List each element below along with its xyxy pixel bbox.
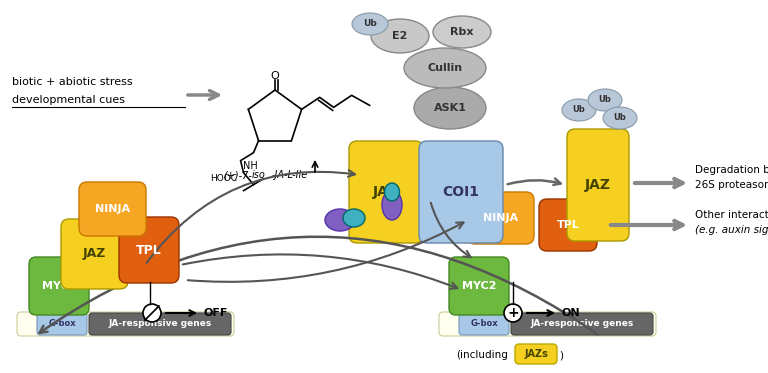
Text: Ub: Ub — [614, 113, 627, 122]
Text: G-box: G-box — [470, 320, 498, 329]
Text: biotic + abiotic stress: biotic + abiotic stress — [12, 77, 133, 87]
Text: NH: NH — [243, 161, 258, 171]
Text: ): ) — [559, 350, 563, 360]
Ellipse shape — [352, 13, 388, 35]
Text: -JA-L-Ile: -JA-L-Ile — [272, 170, 308, 180]
Ellipse shape — [562, 99, 596, 121]
Ellipse shape — [588, 89, 622, 111]
FancyBboxPatch shape — [515, 344, 557, 364]
Text: JA-responsive genes: JA-responsive genes — [531, 320, 634, 329]
Text: +: + — [507, 306, 519, 320]
Text: Other interactions ?: Other interactions ? — [695, 210, 768, 220]
Text: ON: ON — [562, 308, 581, 318]
FancyBboxPatch shape — [459, 313, 509, 335]
Ellipse shape — [343, 209, 365, 227]
Text: HOOC: HOOC — [210, 174, 237, 183]
Text: JAZ: JAZ — [585, 178, 611, 192]
FancyBboxPatch shape — [467, 192, 534, 244]
FancyBboxPatch shape — [567, 129, 629, 241]
FancyBboxPatch shape — [17, 312, 234, 336]
FancyBboxPatch shape — [89, 313, 231, 335]
Text: Ub: Ub — [363, 19, 377, 28]
Text: NINJA: NINJA — [95, 204, 130, 214]
Text: E2: E2 — [392, 31, 408, 41]
Text: Rbx: Rbx — [450, 27, 474, 37]
Text: MYC2: MYC2 — [462, 281, 496, 291]
Text: G-box: G-box — [48, 320, 76, 329]
FancyBboxPatch shape — [37, 313, 87, 335]
FancyBboxPatch shape — [119, 217, 179, 283]
FancyBboxPatch shape — [419, 141, 503, 243]
FancyBboxPatch shape — [439, 312, 656, 336]
Text: Ub: Ub — [598, 95, 611, 104]
FancyBboxPatch shape — [79, 182, 146, 236]
FancyBboxPatch shape — [511, 313, 653, 335]
Text: TPL: TPL — [557, 220, 579, 230]
Ellipse shape — [414, 87, 486, 129]
Ellipse shape — [385, 183, 399, 201]
Text: Degradation by: Degradation by — [695, 165, 768, 175]
Text: Cullin: Cullin — [428, 63, 462, 73]
Text: (e.g. auxin signaling): (e.g. auxin signaling) — [695, 225, 768, 235]
Text: TPL: TPL — [136, 244, 162, 257]
Text: ASK1: ASK1 — [434, 103, 466, 113]
Text: JAZs: JAZs — [524, 349, 548, 359]
Circle shape — [504, 304, 522, 322]
Ellipse shape — [603, 107, 637, 129]
Text: JAZ: JAZ — [83, 248, 106, 260]
Text: (including: (including — [456, 350, 508, 360]
Text: O: O — [270, 71, 280, 81]
Ellipse shape — [325, 209, 355, 231]
Text: MYC2: MYC2 — [41, 281, 76, 291]
Ellipse shape — [404, 48, 486, 88]
Text: (+)-7-: (+)-7- — [223, 170, 252, 180]
Text: JA-responsive genes: JA-responsive genes — [108, 320, 212, 329]
Ellipse shape — [433, 16, 491, 48]
Text: JAZ: JAZ — [373, 185, 399, 199]
FancyBboxPatch shape — [449, 257, 509, 315]
Text: Ub: Ub — [573, 106, 585, 115]
FancyBboxPatch shape — [349, 141, 423, 243]
FancyBboxPatch shape — [539, 199, 597, 251]
Circle shape — [143, 304, 161, 322]
Ellipse shape — [371, 19, 429, 53]
Text: NINJA: NINJA — [483, 213, 518, 223]
Text: developmental cues: developmental cues — [12, 95, 125, 105]
Text: OFF: OFF — [204, 308, 228, 318]
FancyBboxPatch shape — [29, 257, 89, 315]
Ellipse shape — [382, 190, 402, 220]
Text: 26S proteasome: 26S proteasome — [695, 180, 768, 190]
FancyBboxPatch shape — [61, 219, 128, 289]
Text: COI1: COI1 — [442, 185, 479, 199]
Text: iso: iso — [252, 170, 266, 180]
